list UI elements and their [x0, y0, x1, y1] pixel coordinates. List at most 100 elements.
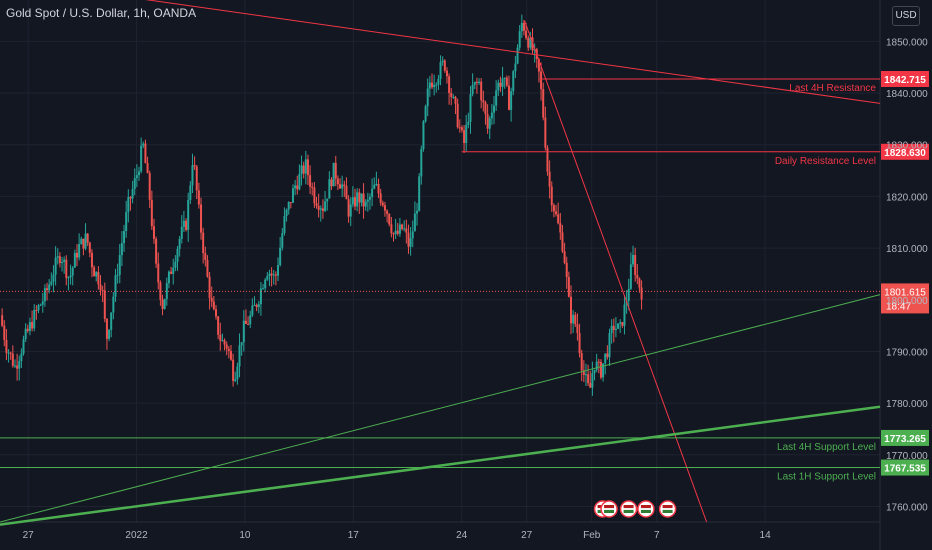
economic-event-flag-icon[interactable] — [637, 500, 655, 518]
candle — [614, 316, 617, 338]
candle-body — [131, 188, 134, 199]
candle — [587, 364, 590, 386]
y-tick-label: 1800.000 — [886, 296, 928, 307]
candle-body — [368, 196, 371, 200]
candle-body — [223, 340, 226, 345]
candle — [315, 196, 318, 209]
candle — [101, 285, 104, 303]
candle-body — [576, 324, 579, 334]
candle-body — [495, 90, 498, 106]
candle-body — [270, 273, 273, 276]
candle — [285, 208, 288, 222]
x-tick-label: 24 — [456, 530, 468, 541]
candle-body — [612, 325, 615, 330]
candle — [330, 177, 333, 190]
candle-body — [306, 159, 309, 176]
candle-body — [435, 84, 438, 86]
candle-body — [448, 76, 451, 93]
candle-body — [244, 320, 247, 324]
candle — [131, 180, 134, 204]
candle-body — [471, 84, 474, 95]
candle-body — [591, 373, 594, 388]
candle-body — [398, 224, 401, 234]
candle — [279, 236, 282, 267]
candle — [443, 59, 446, 73]
economic-event-flag-icon[interactable] — [658, 500, 677, 518]
candle — [112, 292, 115, 320]
candle-body — [480, 81, 483, 101]
candle-body — [33, 310, 36, 329]
candle-body — [46, 288, 49, 291]
currency-button[interactable]: USD — [892, 6, 920, 26]
event-markers — [593, 500, 677, 518]
candle-body — [108, 329, 111, 339]
economic-event-flag-icon[interactable] — [619, 500, 638, 518]
candle-body — [497, 82, 500, 91]
price-tag-text-last-1h-support-level: 1767.535 — [884, 464, 926, 475]
candle — [54, 246, 57, 286]
candle — [456, 98, 459, 129]
candle — [206, 255, 209, 278]
candle — [31, 310, 34, 332]
candle — [343, 180, 346, 197]
candle — [638, 277, 641, 293]
grid — [0, 0, 880, 522]
candle-body — [458, 127, 461, 129]
candle — [572, 310, 575, 334]
candle-body — [336, 178, 339, 185]
candle — [204, 246, 207, 267]
candle-body — [291, 188, 294, 203]
candle — [9, 351, 12, 360]
candle-body — [13, 365, 16, 367]
candle — [294, 179, 297, 196]
candle — [574, 311, 577, 328]
price-tag-text-last-4h-resistance: 1842.715 — [884, 75, 926, 86]
candle — [43, 284, 46, 307]
candle — [627, 278, 630, 311]
level-label-last-4h-resistance: Last 4H Resistance — [789, 83, 876, 94]
candle-body — [157, 263, 160, 283]
candle-body — [557, 214, 560, 224]
candle — [281, 227, 284, 251]
candle-body — [403, 228, 406, 230]
candle-body — [388, 213, 391, 225]
candle-body — [296, 185, 299, 190]
candle — [7, 349, 10, 363]
candle-body — [478, 81, 481, 84]
x-tick-label: 7 — [654, 530, 660, 541]
candle — [450, 87, 453, 106]
candle — [257, 300, 260, 314]
candle-body — [324, 201, 327, 211]
candle-body — [550, 186, 553, 206]
candle-body — [217, 316, 220, 335]
candle-body — [561, 232, 564, 252]
candle-body — [182, 220, 185, 227]
candle-body — [298, 173, 301, 190]
candle — [157, 252, 160, 290]
candle — [535, 47, 538, 68]
candle — [69, 264, 72, 285]
candle-body — [563, 251, 566, 263]
candle-body — [411, 231, 414, 239]
candle — [232, 353, 235, 387]
candle — [439, 55, 442, 86]
candle — [604, 353, 607, 375]
candle-body — [516, 47, 519, 64]
candle — [632, 245, 635, 268]
candle-body — [200, 204, 203, 233]
candle — [364, 199, 367, 211]
candle — [52, 265, 55, 293]
candle — [105, 317, 108, 350]
candle-body — [63, 259, 66, 262]
candle — [240, 342, 243, 356]
candle-body — [482, 100, 485, 103]
candle-body — [405, 228, 408, 233]
candle — [1, 308, 4, 328]
candle — [302, 161, 305, 179]
economic-event-flag-icon[interactable] — [600, 500, 618, 518]
candle — [332, 162, 335, 187]
candle — [488, 116, 491, 140]
candle-body — [97, 272, 100, 285]
candle — [383, 201, 386, 217]
